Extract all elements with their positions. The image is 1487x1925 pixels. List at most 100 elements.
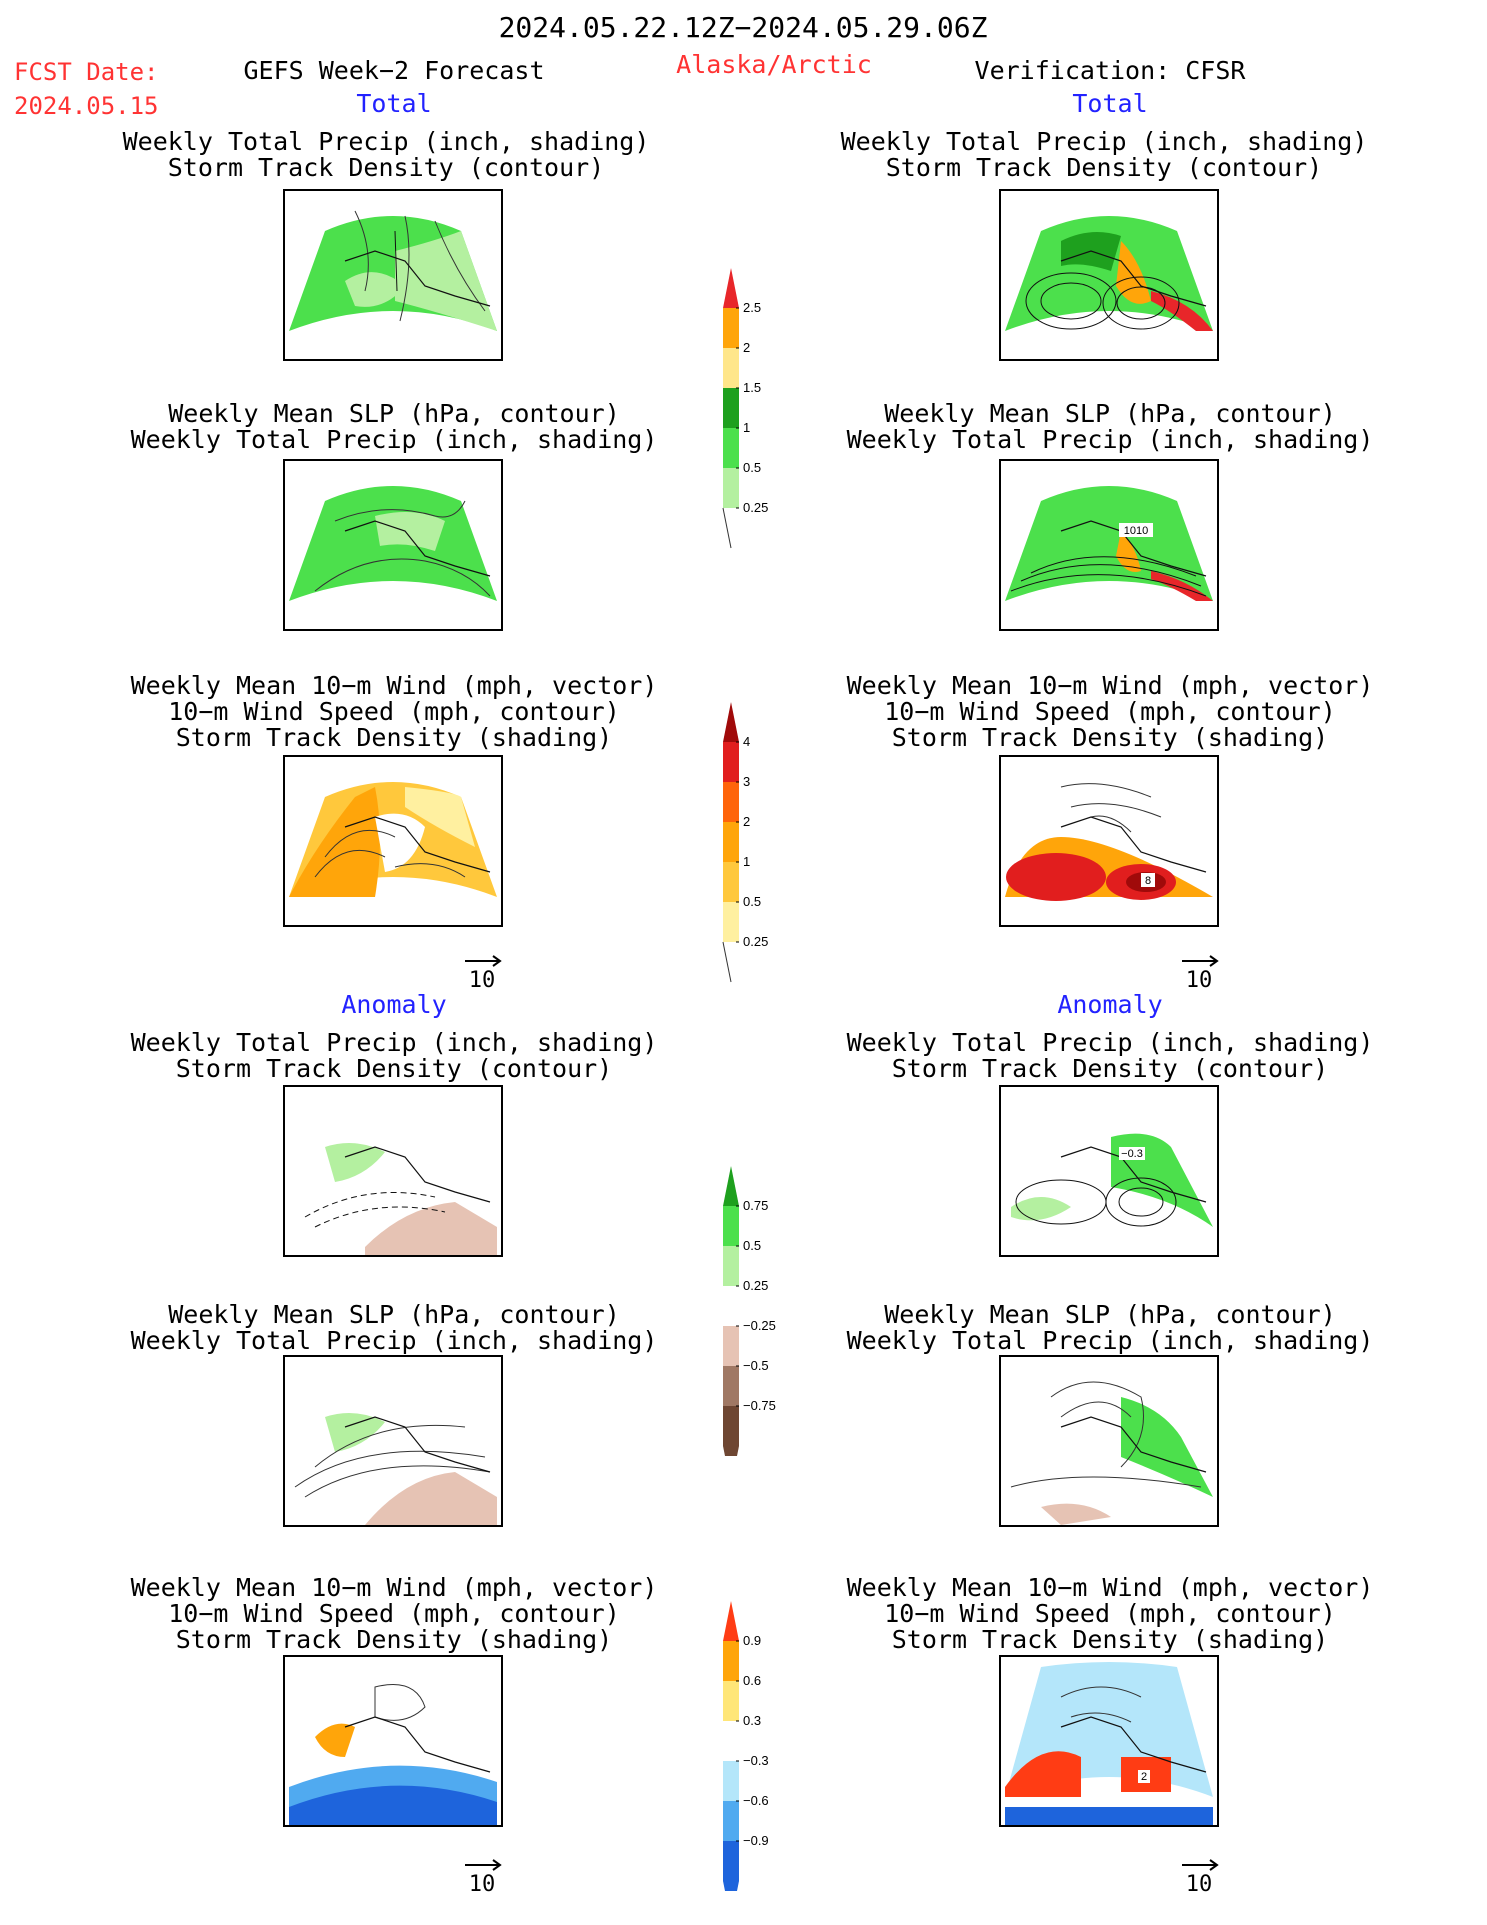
storm_total-segment <box>723 742 739 782</box>
model-title: GEFS Week−2 Forecast <box>243 56 545 85</box>
storm_anom-segment <box>723 1841 739 1881</box>
precip_total-tick-label: 1 <box>743 420 750 435</box>
precip_total-segment <box>723 388 739 428</box>
colorbar-storm-total: 4 3 2 1 0.5 0.25 <box>722 702 768 983</box>
storm_total-segment <box>723 782 739 822</box>
precip_anom-tick-label: 0.75 <box>743 1198 768 1213</box>
storm_anom-segment <box>723 1641 739 1681</box>
precip_anom-segment <box>723 1246 739 1286</box>
storm_anom-tick-label: 0.9 <box>743 1633 761 1648</box>
map-gefs-anom-wind <box>283 1655 503 1827</box>
precip_total-segment <box>723 428 739 468</box>
section-total-left: Total <box>356 89 432 118</box>
map-gefs-anom-precip <box>283 1085 503 1257</box>
precip_total-tip-bottom <box>722 507 732 549</box>
storm_anom-tick-label: −0.6 <box>743 1793 769 1808</box>
storm_anom-tick-label: −0.3 <box>743 1753 769 1768</box>
precip_anom-tip-bottom <box>723 1446 739 1456</box>
precip_anom-segment <box>723 1366 739 1406</box>
map-gefs-total-precip <box>283 189 503 361</box>
title-cfsr-total-precip: Weekly Total Precip (inch, shading) Storm… <box>840 127 1368 182</box>
title-cfsr-total-wind: Weekly Mean 10−m Wind (mph, vector) 10−m … <box>846 671 1374 752</box>
colorbar-precip-total: 2.5 2 1.5 1 0.5 0.25 <box>722 268 768 549</box>
title-gefs-total-wind: Weekly Mean 10−m Wind (mph, vector) 10−m … <box>130 671 658 752</box>
map-cfsr-total-slp: 1010 <box>999 459 1219 631</box>
precip_total-tick-label: 0.5 <box>743 460 761 475</box>
precip_anom-tick-label: 0.25 <box>743 1278 768 1293</box>
storm_total-tick-label: 4 <box>743 734 750 749</box>
vector-ref-label-cfsr-anom: 10 <box>1185 1872 1213 1897</box>
precip_anom-segment <box>723 1286 739 1326</box>
precip_total-tip-top <box>723 268 739 308</box>
date-range-title: 2024.05.22.12Z−2024.05.29.06Z <box>498 11 988 44</box>
precip_total-segment <box>723 348 739 388</box>
vector-ref-label-gefs-total: 10 <box>468 968 496 993</box>
map-gefs-anom-slp <box>283 1355 503 1527</box>
map-gefs-total-slp <box>283 459 503 631</box>
map-cfsr-anom-wind: 2 <box>999 1655 1219 1827</box>
storm_total-tick-label: 1 <box>743 854 750 869</box>
fcst-date-label: FCST Date: <box>14 58 159 86</box>
map-cfsr-total-precip <box>999 189 1219 361</box>
storm_total-tick-label: 3 <box>743 774 750 789</box>
storm_anom-tick-label: −0.9 <box>743 1833 769 1848</box>
label-8: 8 <box>1145 875 1151 887</box>
storm_total-tip-bottom <box>722 941 732 983</box>
precip_anom-tick-label: −0.25 <box>743 1318 776 1333</box>
storm_anom-tick-label: 0.3 <box>743 1713 761 1728</box>
title-gefs-anom-precip: Weekly Total Precip (inch, shading) Storm… <box>130 1028 658 1083</box>
label-1010: 1010 <box>1124 525 1148 537</box>
title-cfsr-total-slp: Weekly Mean SLP (hPa, contour) Weekly Tot… <box>846 399 1374 454</box>
map-cfsr-total-wind: 8 <box>999 755 1219 927</box>
storm_total-segment <box>723 822 739 862</box>
title-cfsr-anom-wind: Weekly Mean 10−m Wind (mph, vector) 10−m … <box>846 1573 1374 1654</box>
precip_anom-tip-top <box>723 1166 739 1206</box>
label-2: 2 <box>1141 1771 1147 1783</box>
precip_anom-tick-label: −0.5 <box>743 1358 769 1373</box>
precip_anom-tick-label: 0.5 <box>743 1238 761 1253</box>
vector-ref-label-cfsr-total: 10 <box>1185 968 1213 993</box>
map-gefs-total-wind <box>283 755 503 927</box>
colorbar-storm-anom: 0.9 0.6 0.3 −0.3 −0.6 −0.9 <box>723 1601 769 1891</box>
title-gefs-anom-slp: Weekly Mean SLP (hPa, contour) Weekly Tot… <box>130 1300 658 1355</box>
vector-arrow-icon <box>465 1859 502 1871</box>
label-neg-0-3: −0.3 <box>1121 1148 1143 1160</box>
title-cfsr-anom-precip: Weekly Total Precip (inch, shading) Storm… <box>846 1028 1374 1083</box>
storm_anom-tick-label: 0.6 <box>743 1673 761 1688</box>
storm_total-segment <box>723 902 739 942</box>
vector-arrow-icon <box>465 955 502 967</box>
colorbar-precip-anom: 0.75 0.5 0.25 −0.25 −0.5 −0.75 <box>723 1166 776 1456</box>
vector-arrow-icon <box>1182 955 1219 967</box>
map-cfsr-anom-precip: −0.3 <box>999 1085 1219 1257</box>
fcst-date-value: 2024.05.15 <box>14 92 159 120</box>
title-gefs-total-precip: Weekly Total Precip (inch, shading) Storm… <box>122 127 650 182</box>
precip_total-tick-label: 2.5 <box>743 300 761 315</box>
precip_total-tick-label: 1.5 <box>743 380 761 395</box>
storm_total-segment <box>723 862 739 902</box>
section-anomaly-right: Anomaly <box>1057 990 1163 1019</box>
storm_anom-segment <box>723 1681 739 1721</box>
precip_anom-segment <box>723 1206 739 1246</box>
storm_anom-segment <box>723 1721 739 1761</box>
vector-ref-gefs-total <box>463 952 503 971</box>
storm_total-tick-label: 2 <box>743 814 750 829</box>
precip_anom-segment <box>723 1406 739 1446</box>
title-gefs-anom-wind: Weekly Mean 10−m Wind (mph, vector) 10−m … <box>130 1573 658 1654</box>
precip_total-segment <box>723 308 739 348</box>
storm_total-tick-label: 0.25 <box>743 934 768 949</box>
precip_anom-tick-label: −0.75 <box>743 1398 776 1413</box>
vector-ref-gefs-anom <box>463 1856 503 1875</box>
map-cfsr-anom-slp <box>999 1355 1219 1527</box>
vector-ref-cfsr-total <box>1180 952 1220 971</box>
precip_total-tick-label: 0.25 <box>743 500 768 515</box>
precip_anom-segment <box>723 1326 739 1366</box>
storm_anom-tip-bottom <box>723 1881 739 1891</box>
title-cfsr-anom-slp: Weekly Mean SLP (hPa, contour) Weekly Tot… <box>846 1300 1374 1355</box>
precip_total-segment <box>723 468 739 508</box>
storm_anom-tip-top <box>723 1601 739 1641</box>
section-total-right: Total <box>1072 89 1148 118</box>
storm_anom-segment <box>723 1801 739 1841</box>
storm_total-tick-label: 0.5 <box>743 894 761 909</box>
vector-ref-label-gefs-anom: 10 <box>468 1872 496 1897</box>
vector-arrow-icon <box>1182 1859 1219 1871</box>
